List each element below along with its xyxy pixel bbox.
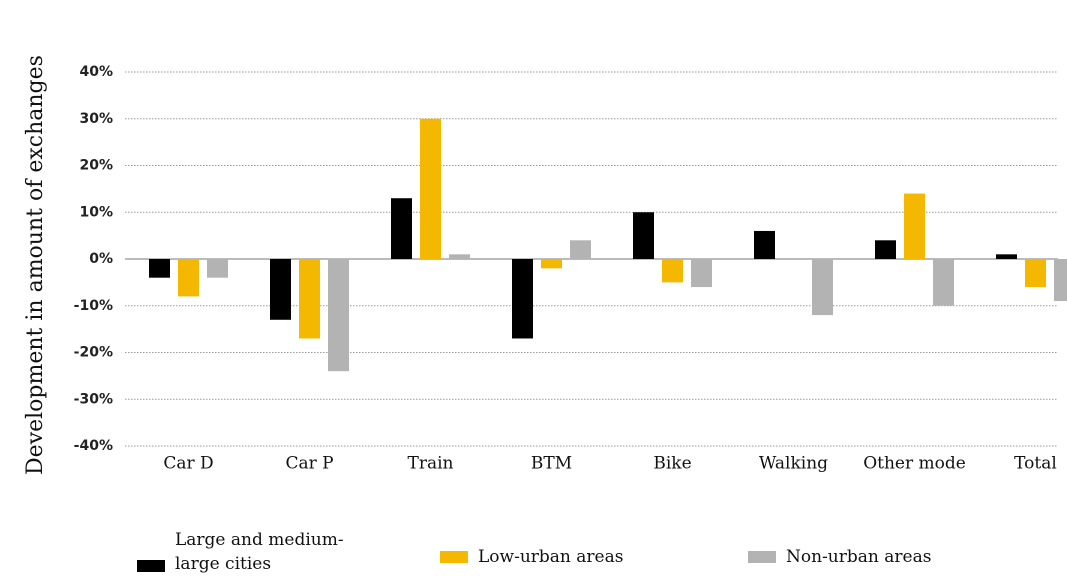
bar [541,259,562,269]
x-tick-label: Car D [163,454,213,474]
bar [391,198,412,259]
y-tick-label: 30% [79,111,113,127]
x-tick-label: Other mode [863,454,966,474]
bar [449,254,470,259]
legend-item: Low-urban areas [440,545,623,569]
bar [328,259,349,372]
bar [633,212,654,259]
bar [996,254,1017,259]
legend-label: Non-urban areas [786,547,932,567]
x-tick-label: Total [1014,454,1057,474]
bar [875,240,896,259]
y-tick-label: -40% [74,438,113,454]
bar [754,230,775,259]
bar [1025,259,1046,288]
bar [149,259,170,278]
legend-item: Non-urban areas [748,545,931,569]
legend-swatch [440,551,468,563]
bar [662,259,683,283]
legend-swatch [748,551,776,563]
x-tick-label: Walking [759,454,828,474]
bar [904,193,925,259]
y-tick-label: 0% [89,251,113,267]
y-tick-label: 40% [79,64,113,80]
bar [570,240,591,259]
bar [691,259,712,288]
x-tick-label: Car P [285,454,333,474]
y-axis-label: Development in amount of exchanges [23,55,48,475]
y-tick-label: -20% [74,345,113,361]
bar [207,259,228,278]
bar [270,259,291,320]
y-tick-label: -30% [74,391,113,407]
legend-label: Low-urban areas [478,547,624,567]
bar [299,259,320,339]
x-tick-label: Bike [653,454,691,474]
bar [812,259,833,316]
bar [1054,259,1067,302]
y-tick-label: 20% [79,158,113,174]
legend-swatch [137,560,165,572]
bar [178,259,199,297]
y-tick-label: 10% [79,204,113,220]
bar [512,259,533,339]
legend-label: Large and medium-large cities [175,530,344,574]
x-tick-label: BTM [531,454,572,474]
bar [420,118,441,259]
y-tick-label: -10% [74,298,113,314]
x-tick-label: Train [408,454,454,474]
legend-item: Large and medium-large cities [137,528,385,576]
bar [933,259,954,306]
